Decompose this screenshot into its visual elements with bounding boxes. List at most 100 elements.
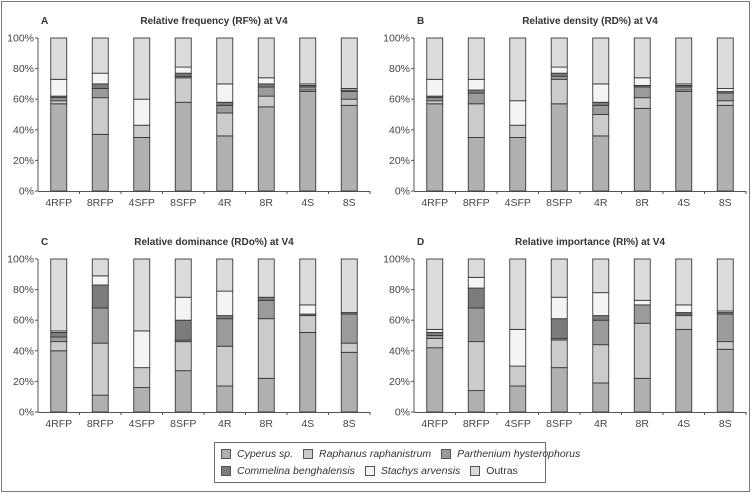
bar-segment-outras <box>133 258 151 332</box>
bar-segment-cyperus-sp <box>716 348 734 413</box>
bar-segment-cyperus-sp <box>716 104 734 192</box>
x-tick-label: 8SFP <box>546 197 572 209</box>
bar-4r <box>216 258 234 413</box>
bar-segment-parthenium-hysterophorus <box>426 97 444 102</box>
bar-segment-parthenium-hysterophorus <box>91 88 109 99</box>
chart-title: Relative density (RD%) at V4 <box>522 16 658 27</box>
bar-8sfp <box>550 258 568 413</box>
bar-segment-stachys-arvensis <box>50 78 68 97</box>
y-tick-label: 60% <box>389 94 410 106</box>
bar-4sfp <box>509 258 527 413</box>
bar-segment-outras <box>592 37 610 85</box>
bar-segment-cyperus-sp <box>216 135 234 192</box>
bar-8sfp <box>174 37 192 192</box>
bar-segment-cyperus-sp <box>675 328 693 413</box>
bar-segment-cyperus-sp <box>257 106 275 192</box>
bar-segment-raphanus-raphanistrum <box>633 322 651 379</box>
legend-swatch-commelina <box>221 466 231 476</box>
bar-segment-outras <box>592 258 610 294</box>
x-tick-label: 4S <box>677 197 690 209</box>
bar-segment-cyperus-sp <box>675 91 693 192</box>
x-tick-label: 8SFP <box>170 197 196 209</box>
bar-segment-stachys-arvensis <box>299 304 317 315</box>
x-tick-label: 8RFP <box>463 418 490 430</box>
bar-segment-parthenium-hysterophorus <box>716 313 734 343</box>
bar-segment-outras <box>550 258 568 298</box>
y-tick-label: 0% <box>19 186 34 198</box>
bar-segment-raphanus-raphanistrum <box>716 100 734 106</box>
bar-segment-cyperus-sp <box>426 103 444 192</box>
bar-segment-cyperus-sp <box>467 136 485 192</box>
legend-label-commelina: Commelina benghalensis <box>237 465 355 477</box>
bar-segment-stachys-arvensis <box>216 83 234 103</box>
y-tick-label: 60% <box>13 94 34 106</box>
bar-segment-stachys-arvensis <box>426 78 444 97</box>
panel-letter: D <box>417 237 424 248</box>
bar-segment-outras <box>467 37 485 80</box>
bar-segment-cyperus-sp <box>174 370 192 413</box>
bar-segment-cyperus-sp <box>592 382 610 413</box>
y-tick-label: 40% <box>13 345 34 357</box>
bar-segment-outras <box>299 37 317 85</box>
legend-swatch-stachys <box>364 466 375 476</box>
bar-segment-parthenium-hysterophorus <box>716 92 734 102</box>
bar-segment-commelina-benghalensis <box>467 287 485 309</box>
bar-segment-raphanus-raphanistrum <box>426 100 444 105</box>
bar-segment-stachys-arvensis <box>91 275 109 286</box>
bar-8r <box>257 37 275 192</box>
bar-segment-stachys-arvensis <box>174 66 192 74</box>
x-tick-label: 8R <box>260 418 274 430</box>
bar-segment-raphanus-raphanistrum <box>340 342 358 353</box>
x-tick-label: 8S <box>343 418 356 430</box>
bar-segment-commelina-benghalensis <box>592 315 610 321</box>
bar-segment-commelina-benghalensis <box>174 319 192 341</box>
bar-segment-parthenium-hysterophorus <box>340 313 358 344</box>
legend-item-raphanus: Raphanus raphanistrum <box>303 448 431 460</box>
x-tick-label: 4R <box>218 197 232 209</box>
bar-segment-cyperus-sp <box>133 136 151 192</box>
bar-segment-outras <box>467 258 485 278</box>
legend-row-1: Cyperus sp. Raphanus raphanistrum Parthe… <box>221 448 590 460</box>
bar-segment-commelina-benghalensis <box>216 315 234 320</box>
y-tick-label: 0% <box>395 407 410 419</box>
bar-segment-outras <box>174 37 192 68</box>
chart-svg-d: D Relative importance (RI%) at V4 0% 20% 40%… <box>383 237 747 430</box>
bar-segment-outras <box>340 258 358 313</box>
bar-4sfp <box>133 37 151 192</box>
bar-segment-stachys-arvensis <box>509 100 527 126</box>
bar-segment-outras <box>509 258 527 330</box>
bar-segment-parthenium-hysterophorus <box>257 86 275 97</box>
chart-panel-c: C Relative dominance (RDo%) at V4 0% 20% 40%… <box>0 221 376 443</box>
bar-segment-stachys-arvensis <box>257 77 275 85</box>
bar-segment-commelina-benghalensis <box>550 318 568 340</box>
bar-8r <box>257 258 275 413</box>
bar-segment-cyperus-sp <box>550 367 568 413</box>
legend-item-commelina: Commelina benghalensis <box>221 465 355 477</box>
bar-4rfp <box>426 37 444 192</box>
bar-segment-cyperus-sp <box>340 104 358 192</box>
bar-segment-stachys-arvensis <box>592 83 610 103</box>
y-tick-label: 40% <box>389 345 410 357</box>
x-tick-label: 4R <box>594 197 608 209</box>
bar-segment-raphanus-raphanistrum <box>174 341 192 372</box>
bar-segment-parthenium-hysterophorus <box>550 75 568 80</box>
y-tick-label: 100% <box>383 33 410 45</box>
y-tick-label: 20% <box>13 376 34 388</box>
chart-title: Relative importance (RI%) at V4 <box>515 237 665 248</box>
bar-segment-commelina-benghalensis <box>91 83 109 89</box>
bar-segment-cyperus-sp <box>633 377 651 413</box>
bar-4s <box>299 37 317 192</box>
x-tick-label: 4SFP <box>505 197 531 209</box>
bar-segment-stachys-arvensis <box>426 328 444 333</box>
x-tick-label: 8SFP <box>546 418 572 430</box>
chart-title: Relative frequency (RF%) at V4 <box>140 16 288 27</box>
bar-4r <box>592 258 610 413</box>
bar-4s <box>675 37 693 192</box>
bar-segment-outras <box>216 37 234 85</box>
bar-segment-cyperus-sp <box>50 350 68 413</box>
legend-row-2: Commelina benghalensis Stachys arvensis … <box>221 465 528 477</box>
bar-segment-outras <box>509 37 527 102</box>
bar-segment-parthenium-hysterophorus <box>50 336 68 343</box>
y-tick-label: 40% <box>13 124 34 136</box>
bar-segment-raphanus-raphanistrum <box>50 100 68 105</box>
